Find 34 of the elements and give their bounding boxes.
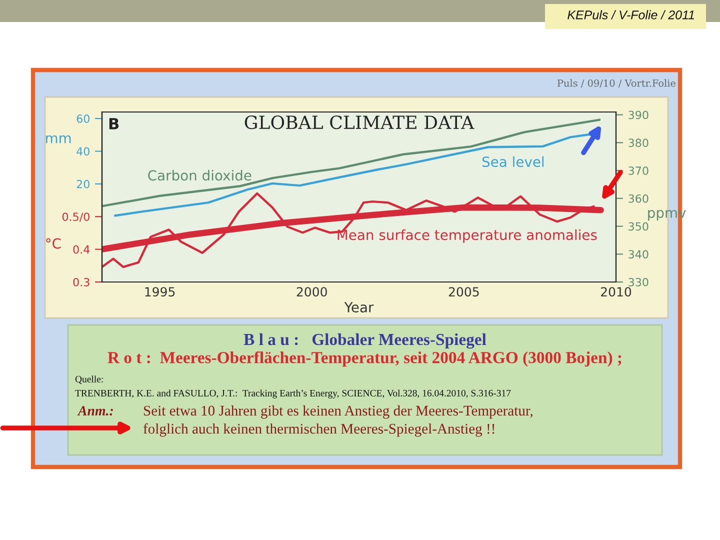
y2-tick-label: 380 — [628, 138, 648, 148]
y-tick-label: 0.3 — [73, 278, 90, 286]
chart-title: GLOBAL CLIMATE DATA — [244, 115, 474, 130]
y2-tick-label: 330 — [628, 278, 648, 286]
y2-tick-label: 390 — [628, 110, 648, 120]
y3-tick-label: 60 — [76, 114, 90, 123]
y2-tick-label: 340 — [628, 250, 648, 259]
text: folglich auch keinen thermischen Meeres-Spiegel-Anstieg !! — [143, 423, 494, 437]
y3-tick-label: 40 — [76, 147, 90, 156]
y2-tick-label: 350 — [628, 222, 648, 231]
series-label: Mean surface temperature anomalies — [338, 229, 597, 243]
x-tick-label: 2010 — [601, 287, 632, 297]
series-label: Sea level — [482, 156, 544, 168]
x-tick-label: 2000 — [296, 287, 327, 297]
x-tick-label: 1995 — [145, 287, 175, 297]
text: B l a u : Globaler Meeres-Spiegel — [244, 333, 486, 349]
text: R o t : Meeres-Oberflächen-Temperatur, seit 2004 ARGO (3000 Bojen) ; — [108, 351, 622, 367]
y-tick-label: 0.4 — [73, 245, 90, 254]
annotation: B — [109, 118, 119, 130]
y3-axis-title: mm — [46, 135, 71, 144]
source-note: Quelle: — [75, 376, 103, 384]
y-axis-title: °C — [46, 238, 61, 249]
y2-tick-label: 370 — [628, 166, 648, 175]
y2-tick-label: 360 — [628, 194, 648, 203]
text: Seit etwa 10 Jahren gibt es keinen Anstieg der Meeres-Temperatur, — [144, 405, 532, 419]
x-tick-label: 2005 — [448, 287, 479, 297]
text: Puls / 09/10 / Vortr.Folie — [557, 79, 676, 88]
text: TRENBERTH, K.E. and FASULLO, J.T.: Tracking Earth’s Energy, SCIENCE, Vol.328, 16.04.2010, S.316-317 — [75, 390, 511, 398]
series-label: Carbon dioxide — [148, 170, 252, 181]
y3-tick-label: 20 — [76, 180, 90, 188]
text: Anm.: — [77, 406, 113, 416]
text: KEPuls / V-Folie / 2011 — [568, 10, 694, 20]
x-axis-title: Year — [344, 302, 374, 312]
y-tick-label: 0.5/0 — [62, 212, 90, 222]
